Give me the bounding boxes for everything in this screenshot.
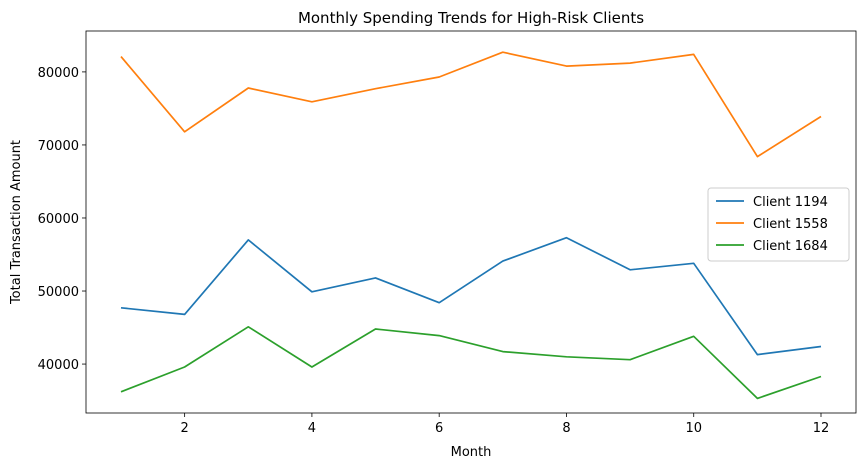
y-axis: 40000 50000 60000 70000 80000: [38, 66, 86, 373]
legend: Client 1194 Client 1558 Client 1684: [707, 187, 850, 262]
legend-label: Client 1194: [753, 195, 828, 210]
x-tick-label: 12: [813, 421, 830, 436]
legend-label: Client 1684: [753, 239, 828, 254]
plot-frame: [85, 30, 857, 414]
series-line-1: [120, 236, 822, 356]
y-tick-label: 60000: [38, 212, 79, 227]
y-tick-label: 50000: [38, 285, 79, 300]
y-tick-label: 70000: [38, 139, 79, 154]
x-axis-label: Month: [451, 445, 492, 460]
y-tick-label: 80000: [38, 66, 79, 81]
series-line-2: [120, 51, 822, 158]
x-axis: 2 4 6 8 10 12: [180, 413, 829, 436]
x-tick-label: 6: [435, 421, 443, 436]
y-axis-label: Total Transaction Amount: [9, 140, 24, 305]
plot-area: [120, 51, 822, 400]
legend-box: [707, 187, 850, 262]
y-tick-label: 40000: [38, 358, 79, 373]
legend-label: Client 1558: [753, 217, 828, 232]
x-tick-label: 2: [180, 421, 188, 436]
series-line-3: [120, 325, 822, 400]
x-tick-label: 4: [308, 421, 316, 436]
chart-title: Monthly Spending Trends for High-Risk Cl…: [298, 9, 644, 27]
x-tick-label: 10: [685, 421, 702, 436]
x-tick-label: 8: [562, 421, 570, 436]
